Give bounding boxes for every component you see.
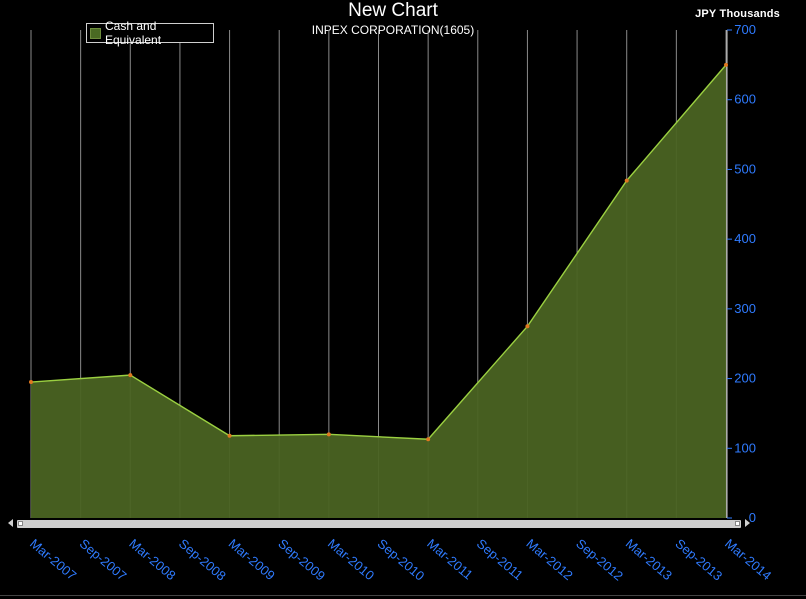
data-point-Mar-2008 [128,373,133,378]
area-layer [30,64,727,518]
chart-title: New Chart [348,0,438,21]
data-point-Mar-2014 [724,62,728,67]
bottom-divider [0,595,806,596]
marker-layer [29,62,728,442]
x-tick-labels: Mar-2007Sep-2007Mar-2008Sep-2008Mar-2009… [27,536,774,584]
horizontal-scrollbar[interactable] [8,518,750,530]
x-tick-label-Mar-2014: Mar-2014 [722,536,774,583]
series-line-cash-and-equivalent [30,64,727,440]
y-tick-labels: 0 100 200 300 400 500 600 700 [727,22,756,525]
chart-subtitle: INPEX CORPORATION(1605) [311,23,475,37]
x-tick-label-Mar-2008: Mar-2008 [126,536,178,583]
area-fill-cash-and-equivalent [31,64,726,518]
y-tick-label-400: 400 [734,231,756,246]
scroll-handle-left[interactable] [18,521,23,526]
x-tick-label-Sep-2007: Sep-2007 [77,536,130,584]
scroll-track[interactable] [17,520,741,528]
y-tick-label-700: 700 [734,22,756,37]
scroll-right-arrow-icon[interactable] [745,519,750,527]
x-tick-label-Sep-2012: Sep-2012 [573,536,626,584]
data-point-Mar-2011 [426,437,431,442]
y-tick-label-100: 100 [734,440,756,455]
x-tick-label-Sep-2010: Sep-2010 [375,536,428,584]
data-point-Mar-2007 [29,380,33,385]
data-point-Mar-2010 [326,432,331,437]
data-point-Mar-2013 [624,178,629,183]
y-tick-label-600: 600 [734,92,756,107]
y-tick-label-300: 300 [734,301,756,316]
scroll-handle-right[interactable] [735,521,740,526]
x-tick-label-Mar-2009: Mar-2009 [226,536,278,583]
x-tick-label-Mar-2012: Mar-2012 [524,536,576,583]
x-tick-label-Mar-2007: Mar-2007 [27,536,79,583]
legend[interactable]: Cash and Equivalent [86,19,214,47]
data-point-Mar-2009 [227,433,232,438]
x-tick-label-Sep-2013: Sep-2013 [672,536,725,584]
legend-label: Cash and Equivalent [105,19,162,47]
x-tick-label-Mar-2011: Mar-2011 [424,536,476,583]
units-label: JPY Thousands [695,8,780,20]
scroll-left-arrow-icon[interactable] [8,519,13,527]
y-tick-label-500: 500 [734,161,756,176]
x-tick-label-Mar-2013: Mar-2013 [623,536,675,583]
data-point-Mar-2012 [525,324,530,329]
x-tick-label-Sep-2008: Sep-2008 [176,536,229,584]
y-tick-label-200: 200 [734,371,756,386]
x-tick-label-Mar-2010: Mar-2010 [325,536,377,583]
x-tick-label-Sep-2009: Sep-2009 [275,536,328,584]
legend-swatch [90,27,101,39]
y-tick-label-0: 0 [749,510,756,525]
x-tick-label-Sep-2011: Sep-2011 [474,536,526,583]
